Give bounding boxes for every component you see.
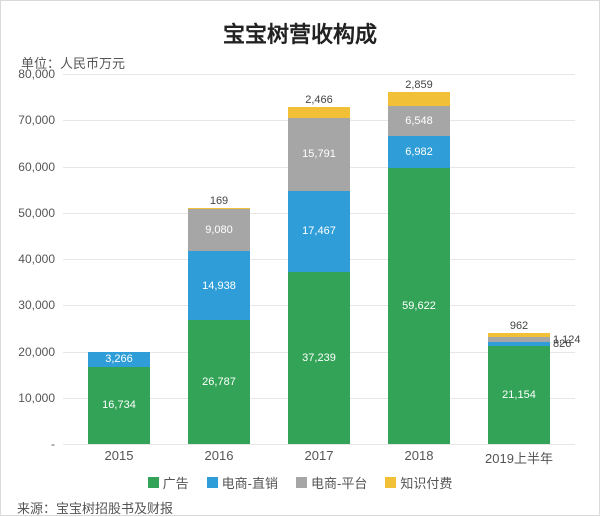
segment-value-label: 3,266: [105, 353, 133, 365]
segment-value-label: 14,938: [202, 280, 236, 292]
segment-value-label: 26,787: [202, 376, 236, 388]
segment-value-label: 15,791: [302, 148, 336, 160]
legend-label: 电商-平台: [311, 473, 367, 492]
stacked-bar: 59,622 6,982 6,548 2,859: [388, 92, 450, 444]
y-tick-label: 20,000: [11, 345, 55, 359]
bar-segment-knowledge: 962: [488, 333, 550, 337]
x-tick-label: 2017: [269, 448, 369, 467]
segment-value-label: 962: [510, 320, 528, 332]
y-tick-label: 40,000: [11, 252, 55, 266]
bar-slot: 26,787 14,938 9,080 169: [169, 74, 269, 444]
source-label: 来源：宝宝树招股书及财报: [15, 498, 585, 517]
legend-swatch: [296, 477, 307, 488]
segment-value-label: 6,548: [405, 115, 433, 127]
bar-segment-ad: 37,239: [288, 272, 350, 444]
y-tick-label: 30,000: [11, 298, 55, 312]
bar-segment-knowledge: 2,466: [288, 107, 350, 118]
bar-segment-ec_plat: 6,548: [388, 106, 450, 136]
legend-item-ad: 广告: [148, 473, 189, 492]
y-tick-label: 60,000: [11, 160, 55, 174]
stacked-bar: 37,239 17,467 15,791 2,466: [288, 107, 350, 444]
plot-area: -10,00020,00030,00040,00050,00060,00070,…: [63, 74, 575, 444]
segment-value-label: 6,982: [405, 146, 433, 158]
x-tick-label: 2019上半年: [469, 448, 569, 467]
segment-value-label: 169: [210, 195, 228, 207]
legend-label: 知识付费: [400, 473, 452, 492]
bar-segment-ec_direct: 17,467: [288, 191, 350, 272]
stacked-bar: 26,787 14,938 9,080 169: [188, 208, 250, 444]
chart-title: 宝宝树营收构成: [15, 17, 585, 49]
legend-label: 广告: [163, 473, 189, 492]
bar-slot: 37,239 17,467 15,791 2,466: [269, 74, 369, 444]
bar-segment-ec_direct: 6,982: [388, 136, 450, 168]
segment-value-label: 37,239: [302, 352, 336, 364]
bar-segment-ad: 21,154: [488, 346, 550, 444]
segment-value-label: 21,154: [502, 389, 536, 401]
stacked-bar: 16,734 3,266: [88, 352, 150, 444]
bar-segment-ec_direct: 3,266: [88, 352, 150, 367]
bar-segment-knowledge: 169: [188, 208, 250, 209]
x-tick-label: 2015: [69, 448, 169, 467]
legend-label: 电商-直销: [222, 473, 278, 492]
x-axis: 20152016201720182019上半年: [63, 444, 575, 467]
segment-value-label: 59,622: [402, 300, 436, 312]
y-tick-label: 10,000: [11, 391, 55, 405]
legend-swatch: [385, 477, 396, 488]
bar-segment-ec_plat: 1,124: [488, 337, 550, 342]
stacked-bar: 21,154 8261,124962: [488, 333, 550, 444]
y-axis: -10,00020,00030,00040,00050,00060,00070,…: [15, 74, 59, 444]
legend-item-ec_direct: 电商-直销: [207, 473, 278, 492]
x-tick-label: 2016: [169, 448, 269, 467]
y-tick-label: 50,000: [11, 206, 55, 220]
bar-slot: 59,622 6,982 6,548 2,859: [369, 74, 469, 444]
unit-label: 单位：人民币万元: [21, 53, 585, 72]
segment-value-label: 16,734: [102, 399, 136, 411]
segment-value-label: 17,467: [302, 225, 336, 237]
y-tick-label: -: [11, 437, 55, 451]
y-tick-label: 70,000: [11, 113, 55, 127]
bar-segment-ec_direct: 14,938: [188, 251, 250, 320]
bar-segment-ec_plat: 9,080: [188, 209, 250, 251]
chart-frame: 宝宝树营收构成 单位：人民币万元 -10,00020,00030,00040,0…: [0, 0, 600, 516]
bar-slot: 16,734 3,266: [69, 74, 169, 444]
legend-swatch: [207, 477, 218, 488]
bar-segment-ad: 26,787: [188, 320, 250, 444]
segment-value-label: 2,859: [405, 79, 433, 91]
bar-segment-ad: 16,734: [88, 367, 150, 444]
bar-slot: 21,1548261,124962: [469, 74, 569, 444]
bar-segment-ec_direct: 826: [488, 342, 550, 346]
grid-line: [63, 444, 575, 445]
legend-item-knowledge: 知识付费: [385, 473, 452, 492]
segment-value-label: 1,124: [553, 334, 581, 346]
segment-value-label: 9,080: [205, 224, 233, 236]
legend-swatch: [148, 477, 159, 488]
y-tick-label: 80,000: [11, 67, 55, 81]
bars-container: 16,734 3,266 26,787 14,938 9,080 169 37,239 17,…: [63, 74, 575, 444]
legend-item-ec_plat: 电商-平台: [296, 473, 367, 492]
segment-value-label: 826: [553, 338, 571, 350]
legend: 广告 电商-直销 电商-平台 知识付费: [15, 473, 585, 492]
x-tick-label: 2018: [369, 448, 469, 467]
bar-segment-ec_plat: 15,791: [288, 118, 350, 191]
bar-segment-knowledge: 2,859: [388, 92, 450, 105]
segment-value-label: 2,466: [305, 94, 333, 106]
bar-segment-ad: 59,622: [388, 168, 450, 444]
